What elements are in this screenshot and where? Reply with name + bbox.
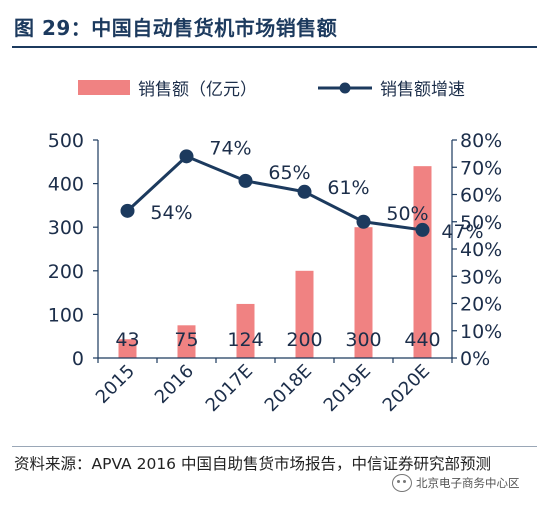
right-axis: 0% 10% 20% 30% 40% 50% 60% 70% 80% — [451, 130, 502, 370]
source-note: 资料来源：APVA 2016 中国自助售货市场报告，中信证券研究部预测 — [14, 455, 491, 473]
growth-line — [120, 149, 430, 237]
bar-value-label: 300 — [345, 329, 381, 351]
wechat-logo-icon — [392, 474, 412, 492]
source-divider — [12, 446, 537, 447]
legend-line-marker — [339, 82, 351, 94]
title-divider — [12, 46, 537, 48]
right-axis-tick-label: 50% — [460, 212, 502, 234]
legend-line-label: 销售额增速 — [380, 80, 465, 100]
bar-2015 — [118, 339, 137, 358]
left-axis-tick-label: 100 — [48, 304, 84, 326]
growth-value-label: 61% — [327, 177, 369, 199]
x-axis-label: 2017E — [202, 361, 257, 416]
data-labels: 43 75 124 200 300 440 54% 74% 65% 61% 50% 47% — [115, 137, 483, 351]
right-axis-tick-label: 40% — [460, 239, 502, 261]
right-axis-tick-label: 60% — [460, 185, 502, 207]
growth-value-label: 65% — [268, 162, 310, 184]
growth-point-2019e — [356, 214, 371, 229]
bar-2019e — [354, 227, 373, 358]
left-axis: 0 100 200 300 400 500 — [48, 130, 99, 370]
right-axis-tick-label: 70% — [460, 157, 502, 179]
left-axis-tick-label: 0 — [72, 348, 84, 370]
watermark-text: 北京电子商务中心区 — [416, 476, 520, 490]
bar-value-label: 43 — [115, 329, 139, 351]
growth-line-path — [126, 154, 423, 232]
right-axis-tick-label: 20% — [460, 294, 502, 316]
bar-value-label: 75 — [174, 329, 198, 351]
growth-value-label: 74% — [209, 137, 251, 159]
right-axis-tick-label: 10% — [460, 321, 502, 343]
bar-2020e — [413, 166, 432, 358]
right-axis-tick-label: 30% — [460, 266, 502, 288]
growth-point-2015 — [120, 203, 135, 218]
growth-point-2017e — [238, 173, 253, 188]
growth-value-label: 47% — [441, 221, 483, 243]
right-axis-tick-label: 80% — [460, 130, 502, 152]
right-axis-tick-label: 0% — [460, 348, 490, 370]
left-axis-tick-label: 400 — [48, 174, 84, 196]
growth-point-2016 — [179, 149, 194, 164]
left-axis-tick-label: 200 — [48, 261, 84, 283]
x-axis-label: 2016 — [151, 361, 198, 408]
bar-2017e — [236, 303, 255, 358]
bar-value-label: 124 — [227, 329, 263, 351]
chart-title: 图 29：中国自动售货机市场销售额 — [14, 16, 338, 40]
legend: 销售额（亿元） 销售额增速 — [78, 80, 465, 100]
bar-value-label: 440 — [404, 329, 440, 351]
growth-point-2018e — [297, 184, 312, 199]
x-axis: 2015 2016 2017E 2018E 2019E 2020E — [92, 357, 453, 416]
x-axis-label: 2020E — [379, 361, 434, 416]
left-axis-tick-label: 500 — [48, 130, 84, 152]
bars — [118, 166, 432, 358]
left-axis-tick-label: 300 — [48, 217, 84, 239]
x-axis-label: 2019E — [320, 361, 375, 416]
legend-bar-label: 销售额（亿元） — [138, 80, 257, 100]
watermark: 北京电子商务中心区 — [392, 474, 520, 492]
growth-value-label: 50% — [386, 203, 428, 225]
legend-bar-swatch — [78, 80, 130, 95]
growth-value-label: 54% — [150, 202, 192, 224]
x-axis-label: 2018E — [261, 361, 316, 416]
bar-2016 — [177, 325, 196, 358]
bar-2018e — [295, 270, 314, 358]
growth-point-2020e — [415, 222, 430, 237]
bar-value-label: 200 — [286, 329, 322, 351]
combo-chart: 销售额（亿元） 销售额增速 0 100 200 300 400 500 0% 10% 20% 3… — [48, 80, 502, 416]
x-axis-label: 2015 — [92, 361, 139, 408]
